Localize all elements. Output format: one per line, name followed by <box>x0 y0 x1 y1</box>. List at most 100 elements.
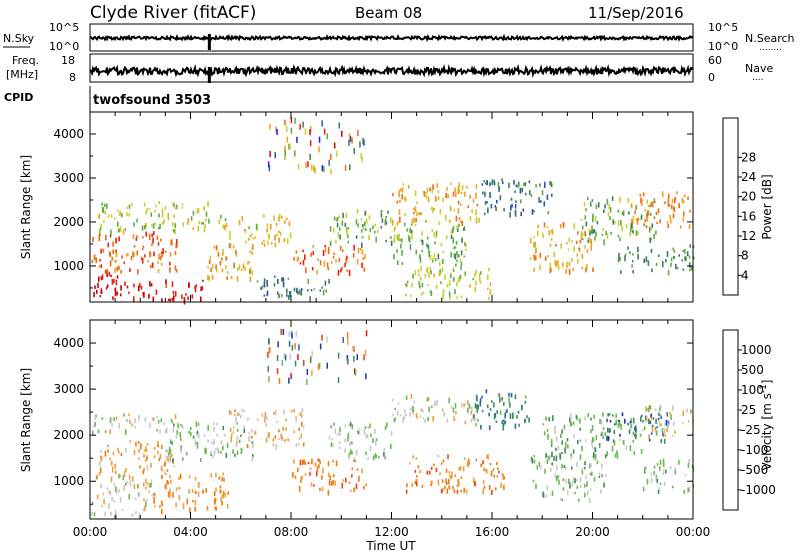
heatmap-cell <box>154 504 156 508</box>
heatmap-cell <box>449 296 451 300</box>
heatmap-cell <box>428 406 430 413</box>
heatmap-cell <box>191 294 194 299</box>
colorbar-tick-label: -100 <box>741 443 768 457</box>
heatmap-cell <box>311 267 314 271</box>
heatmap-cell <box>397 235 400 241</box>
x-tick-label: 20:00 <box>575 525 610 539</box>
heatmap-cell <box>441 267 444 273</box>
heatmap-cell <box>561 498 563 502</box>
heatmap-cell <box>95 257 98 263</box>
heatmap-cell <box>442 259 444 264</box>
heatmap-cell <box>514 190 516 193</box>
heatmap-cell <box>327 489 330 496</box>
heatmap-cell <box>486 208 489 213</box>
heatmap-cell <box>650 228 652 231</box>
heatmap-cell <box>670 414 672 420</box>
heatmap-cell <box>115 470 117 475</box>
y-tick-label: 3000 <box>53 171 84 185</box>
heatmap-cell <box>141 225 144 231</box>
heatmap-cell <box>586 481 588 487</box>
heatmap-cell <box>416 201 418 204</box>
heatmap-cell <box>160 251 163 257</box>
heatmap-cell <box>214 506 216 509</box>
heatmap-cell <box>325 289 327 293</box>
heatmap-cell <box>121 255 123 259</box>
heatmap-cell <box>370 433 372 437</box>
heatmap-cell <box>196 442 199 449</box>
heatmap-cell <box>490 204 493 209</box>
heatmap-cell <box>358 431 361 435</box>
heatmap-cell <box>220 450 222 454</box>
heatmap-cell <box>657 489 660 494</box>
heatmap-cell <box>401 262 404 265</box>
heatmap-cell <box>153 492 155 495</box>
heatmap-cell <box>640 449 643 454</box>
heatmap-cell <box>387 210 389 214</box>
heatmap-cell <box>539 252 542 258</box>
heatmap-cell <box>270 242 273 245</box>
heatmap-cell <box>389 217 392 223</box>
heatmap-cell <box>212 454 214 459</box>
heatmap-cell <box>460 262 463 266</box>
heatmap-cell <box>581 470 584 475</box>
heatmap-cell <box>232 245 235 249</box>
heatmap-cell <box>145 231 147 237</box>
heatmap-cell <box>329 475 331 480</box>
heatmap-cell <box>629 227 632 233</box>
heatmap-cell <box>205 488 207 493</box>
velocity-colorbar-label: Velocity [m s-1] <box>759 380 774 471</box>
heatmap-cell <box>669 218 672 224</box>
heatmap-cell <box>488 485 491 490</box>
heatmap-cell <box>614 221 616 224</box>
heatmap-cell <box>218 476 220 480</box>
y-tick-label: 2000 <box>53 215 84 229</box>
heatmap-cell <box>640 214 643 217</box>
heatmap-cell <box>592 213 594 219</box>
heatmap-cell <box>215 472 217 478</box>
colorbar-tick-label: -500 <box>741 463 768 477</box>
heatmap-cell <box>324 280 327 286</box>
heatmap-cell <box>154 222 157 225</box>
heatmap-cell <box>422 291 425 295</box>
heatmap-cell <box>228 410 231 414</box>
heatmap-cell <box>322 250 325 256</box>
heatmap-cell <box>484 468 487 472</box>
heatmap-cell <box>122 475 125 481</box>
heatmap-cell <box>263 239 265 242</box>
heatmap-cell <box>660 415 662 420</box>
heatmap-cell <box>322 290 325 296</box>
heatmap-cell <box>338 258 341 262</box>
heatmap-cell <box>217 251 219 254</box>
heatmap-cell <box>365 434 367 438</box>
heatmap-cell <box>138 457 140 460</box>
nave-label: Nave <box>745 62 773 75</box>
heatmap-cell <box>563 465 566 468</box>
heatmap-cell <box>457 185 460 188</box>
heatmap-cell <box>110 214 113 218</box>
heatmap-cell <box>445 478 447 484</box>
heatmap-cell <box>589 463 591 469</box>
heatmap-cell <box>440 243 443 247</box>
heatmap-cell <box>555 447 557 451</box>
heatmap-cell <box>403 222 406 227</box>
heatmap-cell <box>435 197 437 202</box>
heatmap-cell <box>540 200 542 203</box>
heatmap-cell <box>129 439 132 443</box>
heatmap-cell <box>110 229 112 236</box>
heatmap-cell <box>106 274 108 278</box>
heatmap-cell <box>361 156 363 163</box>
heatmap-cell <box>310 252 312 257</box>
heatmap-cell <box>125 482 127 486</box>
heatmap-cell <box>413 217 415 223</box>
heatmap-cell <box>584 231 586 236</box>
heatmap-cell <box>427 196 430 203</box>
heatmap-cell <box>659 219 661 224</box>
heatmap-cell <box>541 190 544 196</box>
heatmap-cell <box>408 462 411 465</box>
heatmap-cell <box>144 417 147 422</box>
heatmap-cell <box>132 476 134 482</box>
heatmap-cell <box>173 465 175 468</box>
heatmap-cell <box>495 207 497 211</box>
heatmap-cell <box>99 229 101 234</box>
colorbar-tick-label: -25 <box>741 423 761 437</box>
